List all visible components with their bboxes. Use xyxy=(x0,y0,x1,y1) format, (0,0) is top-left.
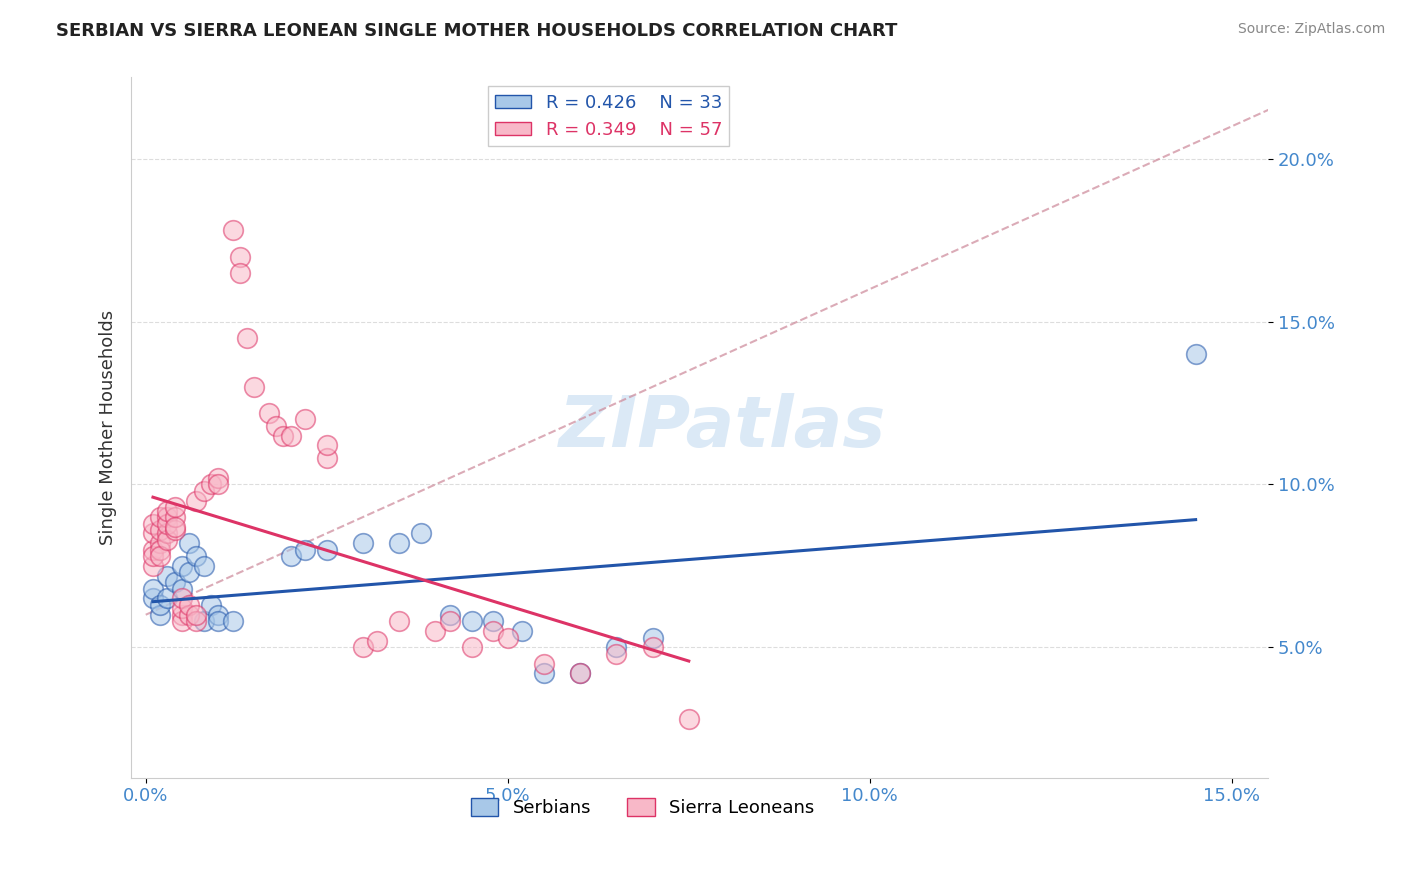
Point xyxy=(482,614,505,628)
Point xyxy=(163,520,186,534)
Point xyxy=(163,575,186,590)
Point xyxy=(193,614,215,628)
Point xyxy=(569,666,592,681)
Point xyxy=(569,666,592,681)
Point xyxy=(193,483,215,498)
Point xyxy=(163,510,186,524)
Point xyxy=(149,523,172,537)
Point xyxy=(641,631,664,645)
Point xyxy=(388,614,411,628)
Point xyxy=(439,614,461,628)
Point xyxy=(149,598,172,612)
Point xyxy=(264,418,287,433)
Point xyxy=(243,380,266,394)
Point xyxy=(409,526,432,541)
Point xyxy=(280,549,302,563)
Point xyxy=(156,503,179,517)
Point xyxy=(200,477,222,491)
Point xyxy=(271,428,294,442)
Point xyxy=(678,712,700,726)
Point xyxy=(163,523,186,537)
Point xyxy=(315,438,337,452)
Point xyxy=(156,526,179,541)
Point xyxy=(156,510,179,524)
Point xyxy=(533,666,555,681)
Point xyxy=(170,582,193,596)
Point xyxy=(294,412,316,426)
Point xyxy=(388,536,411,550)
Point xyxy=(156,533,179,547)
Point xyxy=(460,640,482,655)
Point xyxy=(221,223,243,237)
Point xyxy=(496,631,519,645)
Point xyxy=(605,640,627,655)
Point xyxy=(170,607,193,622)
Point xyxy=(200,598,222,612)
Point xyxy=(257,406,280,420)
Point xyxy=(142,558,165,573)
Point xyxy=(156,516,179,531)
Point xyxy=(605,647,627,661)
Point xyxy=(149,542,172,557)
Point xyxy=(439,607,461,622)
Point xyxy=(221,614,243,628)
Point xyxy=(294,542,316,557)
Text: ZIPatlas: ZIPatlas xyxy=(558,393,886,462)
Text: SERBIAN VS SIERRA LEONEAN SINGLE MOTHER HOUSEHOLDS CORRELATION CHART: SERBIAN VS SIERRA LEONEAN SINGLE MOTHER … xyxy=(56,22,897,40)
Point xyxy=(193,558,215,573)
Point xyxy=(425,624,447,638)
Point xyxy=(229,266,252,280)
Point xyxy=(163,500,186,515)
Point xyxy=(149,607,172,622)
Point xyxy=(352,536,374,550)
Point xyxy=(207,477,229,491)
Point xyxy=(170,601,193,615)
Point xyxy=(142,591,165,606)
Point xyxy=(207,607,229,622)
Y-axis label: Single Mother Households: Single Mother Households xyxy=(100,310,117,545)
Point xyxy=(186,607,208,622)
Point xyxy=(315,542,337,557)
Point xyxy=(641,640,664,655)
Point xyxy=(179,607,201,622)
Point xyxy=(186,614,208,628)
Point xyxy=(142,549,165,563)
Point xyxy=(280,428,302,442)
Point xyxy=(179,536,201,550)
Point xyxy=(142,516,165,531)
Point xyxy=(352,640,374,655)
Point xyxy=(170,591,193,606)
Point xyxy=(170,614,193,628)
Point xyxy=(482,624,505,638)
Point xyxy=(149,510,172,524)
Point xyxy=(142,542,165,557)
Point xyxy=(460,614,482,628)
Point xyxy=(179,598,201,612)
Point xyxy=(315,451,337,466)
Point xyxy=(236,331,259,345)
Point xyxy=(156,568,179,582)
Point xyxy=(149,536,172,550)
Point xyxy=(1184,347,1206,361)
Point xyxy=(229,250,252,264)
Point xyxy=(366,633,388,648)
Point xyxy=(179,566,201,580)
Point xyxy=(186,493,208,508)
Point xyxy=(533,657,555,671)
Point xyxy=(170,558,193,573)
Point xyxy=(186,549,208,563)
Point xyxy=(207,614,229,628)
Text: Source: ZipAtlas.com: Source: ZipAtlas.com xyxy=(1237,22,1385,37)
Point xyxy=(510,624,533,638)
Point xyxy=(156,591,179,606)
Point xyxy=(149,549,172,563)
Legend: Serbians, Sierra Leoneans: Serbians, Sierra Leoneans xyxy=(464,790,821,824)
Point xyxy=(142,526,165,541)
Point xyxy=(207,471,229,485)
Point xyxy=(142,582,165,596)
